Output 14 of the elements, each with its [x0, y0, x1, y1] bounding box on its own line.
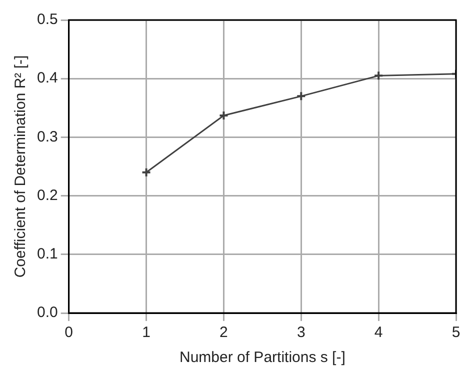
x-tick-label: 4: [374, 324, 383, 342]
x-tick-label: 1: [142, 324, 150, 342]
x-axis-title: Number of Partitions s [-]: [179, 349, 346, 366]
y-tick-label: 0.2: [36, 186, 58, 204]
y-tick-label: 0.3: [36, 128, 58, 146]
y-tick-label: 0.4: [36, 70, 58, 87]
y-axis-title: Coefficient of Determination R² [-]: [12, 55, 30, 278]
x-tick-label: 3: [296, 324, 306, 342]
x-tick-label: 2: [220, 324, 228, 342]
x-tick-label: 5: [452, 324, 460, 342]
y-tick-label: 0.0: [36, 304, 58, 322]
y-tick-label: 0.1: [36, 246, 58, 263]
y-tick-label: 0.5: [36, 11, 58, 28]
x-tick-label: 0: [64, 324, 74, 342]
